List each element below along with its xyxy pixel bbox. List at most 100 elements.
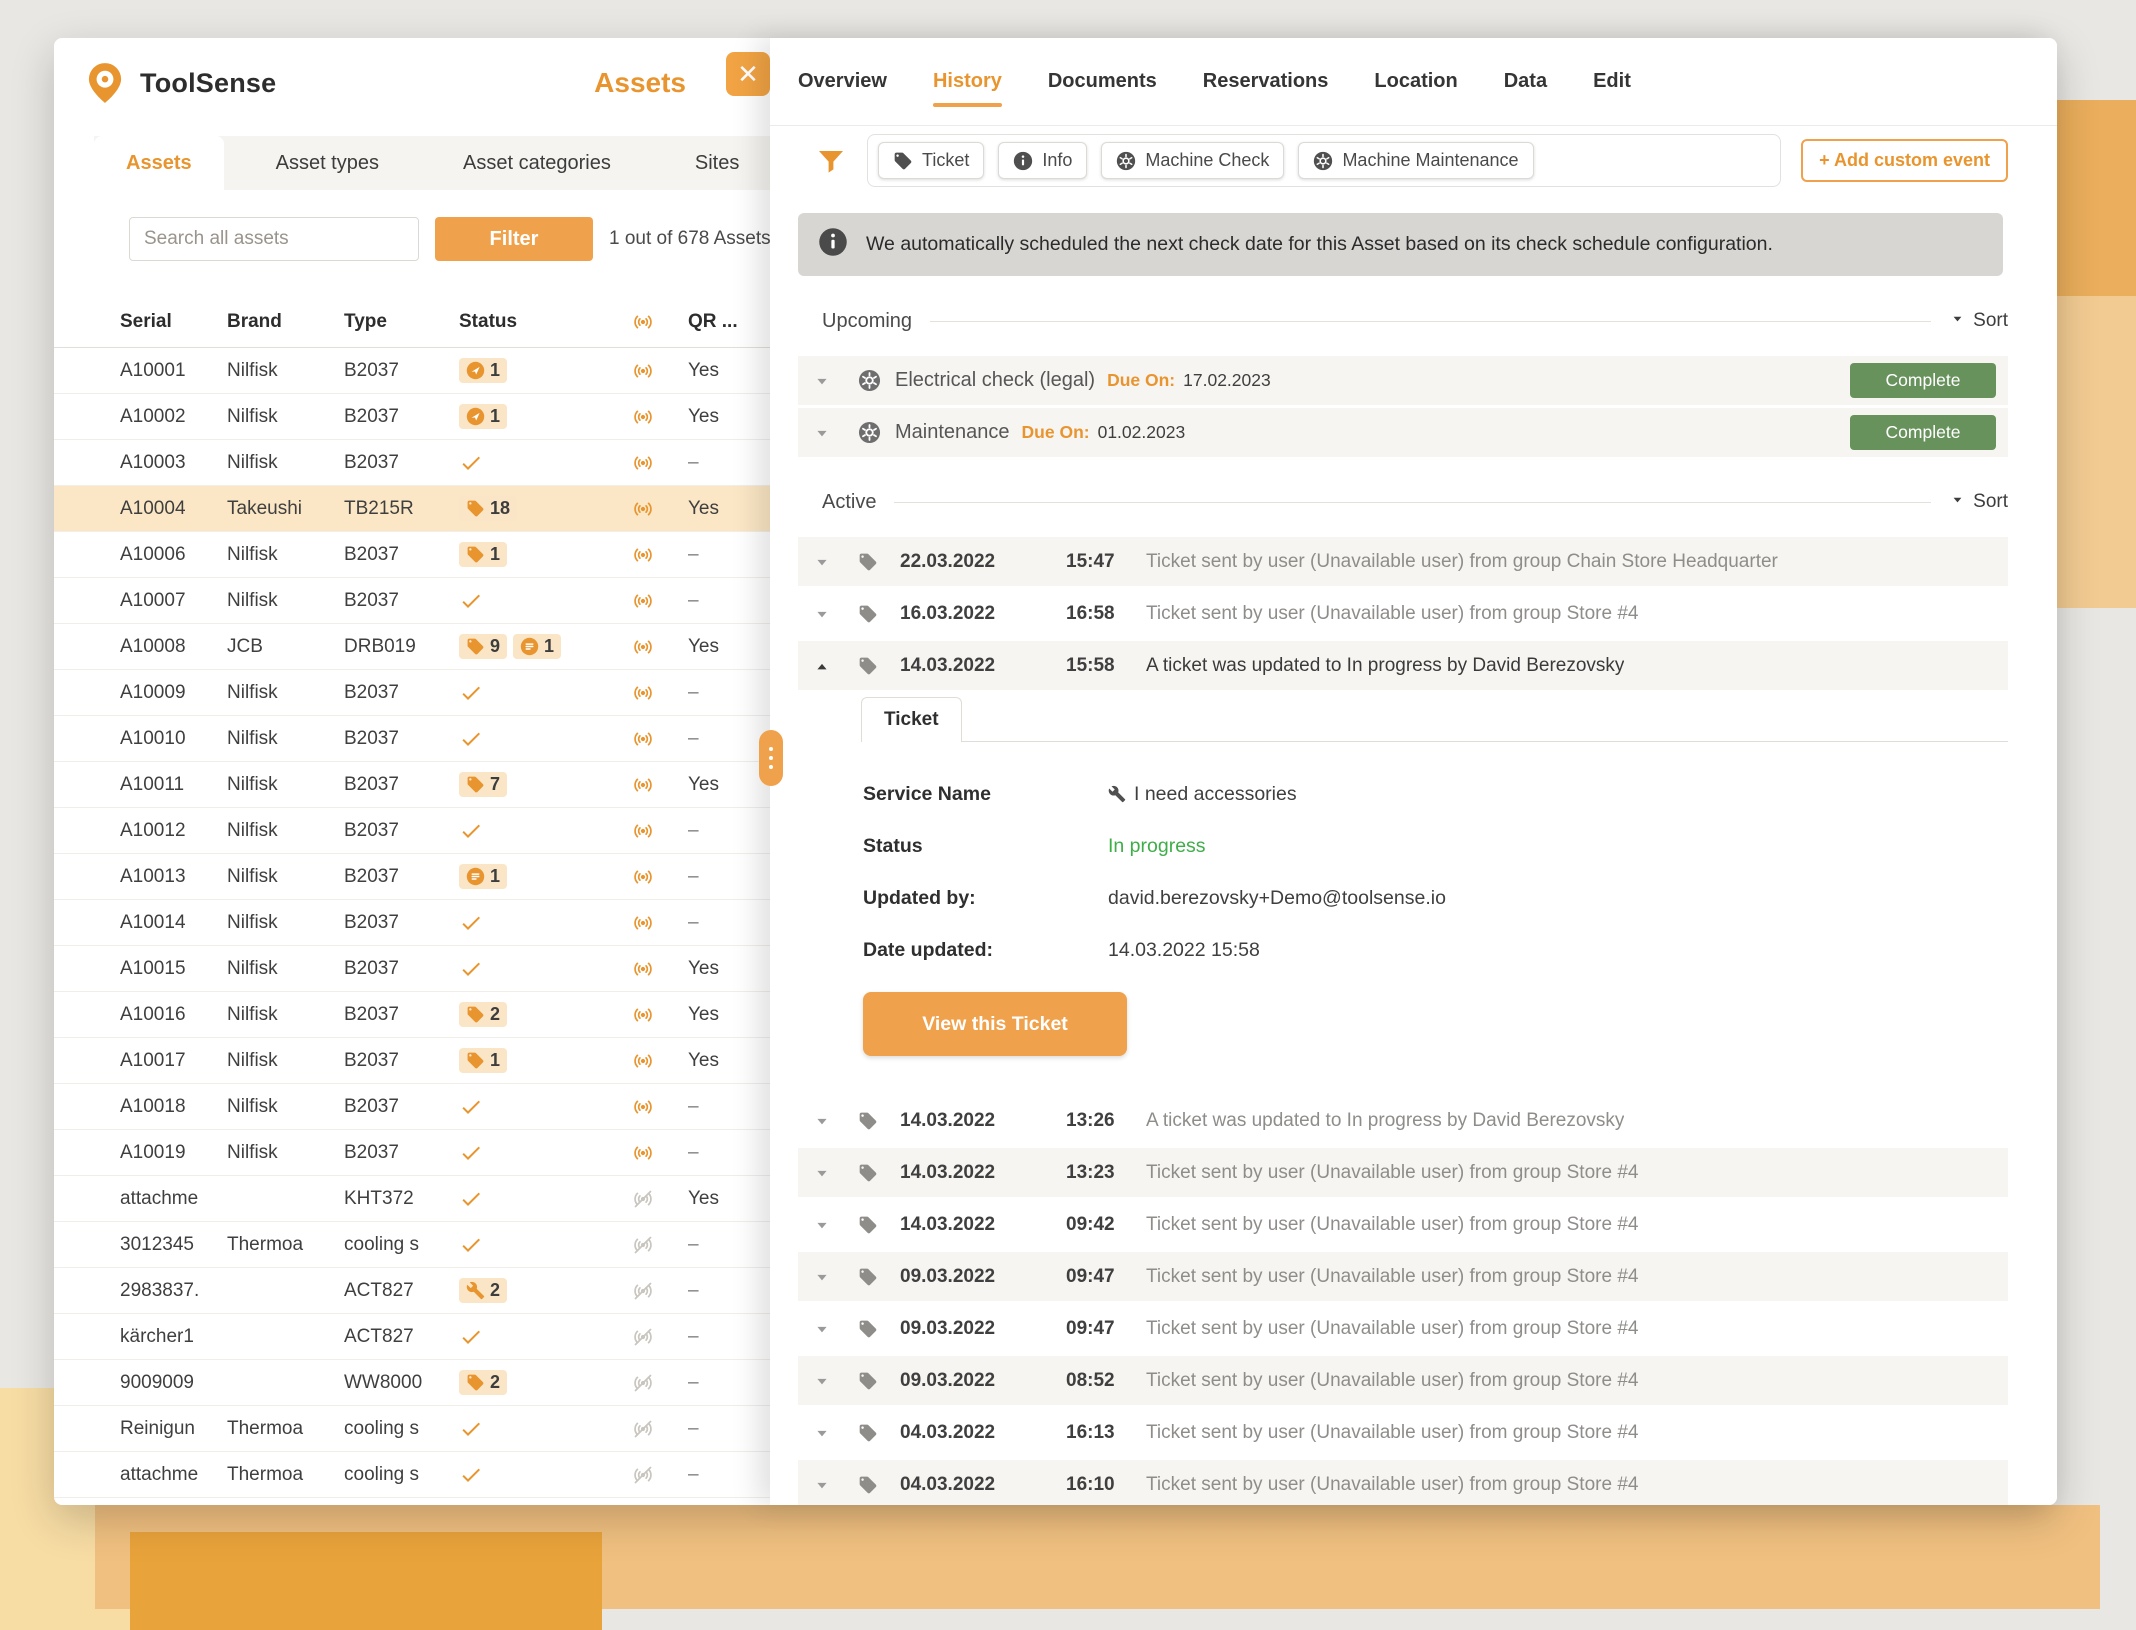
chevron-down-icon[interactable] [812,1215,832,1235]
event-time: 09:47 [1066,1317,1115,1339]
asset-table-row[interactable]: A10004 Takeushi TB215R 18 Yes [54,486,770,532]
asset-brand: Nilfisk [227,727,278,749]
asset-table-row[interactable]: A10009 Nilfisk B2037 – [54,670,770,716]
tag-icon [466,499,485,518]
tag-icon [858,1371,878,1391]
asset-table-row[interactable]: A10008 JCB DRB019 9 1 Yes [54,624,770,670]
chevron-down-icon[interactable] [812,423,832,443]
asset-table-row[interactable]: A10002 Nilfisk B2037 1 Yes [54,394,770,440]
asset-table-row[interactable]: A10017 Nilfisk B2037 1 Yes [54,1038,770,1084]
event-text: Ticket sent by user (Unavailable user) f… [1146,1317,1639,1339]
upcoming-sort-button[interactable]: Sort [1949,310,2008,333]
view-ticket-button[interactable]: View this Ticket [863,992,1127,1056]
chevron-down-icon[interactable] [812,1371,832,1391]
asset-table-row[interactable]: A10014 Nilfisk B2037 – [54,900,770,946]
history-event-row[interactable]: 14.03.2022 09:42 Ticket sent by user (Unav… [798,1200,2008,1249]
add-custom-event-button[interactable]: + Add custom event [1801,139,2008,182]
tag-icon [466,545,485,564]
chevron-down-icon[interactable] [812,1319,832,1339]
detail-tab-overview[interactable]: Overview [798,70,887,92]
history-event-row[interactable]: 04.03.2022 16:13 Ticket sent by user (Unav… [798,1408,2008,1457]
chevron-down-icon[interactable] [812,1267,832,1287]
filter-chip-info[interactable]: Info [998,142,1088,179]
ticket-field-label: Updated by: [863,886,976,909]
search-input[interactable] [129,217,419,261]
asset-status [459,1141,609,1165]
history-event-row[interactable]: 14.03.2022 13:23 Ticket sent by user (Unav… [798,1148,2008,1197]
history-event-row[interactable]: 16.03.2022 16:58 Ticket sent by user (Unav… [798,589,2008,638]
asset-table-row[interactable]: A10003 Nilfisk B2037 – [54,440,770,486]
history-event-row[interactable]: 22.03.2022 15:47 Ticket sent by user (Unav… [798,537,2008,586]
asset-status [459,957,609,981]
detail-tab-edit[interactable]: Edit [1593,70,1631,92]
asset-table-row[interactable]: A10006 Nilfisk B2037 1 – [54,532,770,578]
history-event-row[interactable]: 09.03.2022 09:47 Ticket sent by user (Unav… [798,1252,2008,1301]
asset-type: cooling s [344,1417,419,1439]
asset-tab-sites[interactable]: Sites [694,151,740,174]
complete-button[interactable]: Complete [1850,415,1996,450]
history-event-row[interactable]: 09.03.2022 09:47 Ticket sent by user (Unav… [798,1304,2008,1353]
chevron-down-icon[interactable] [812,1111,832,1131]
history-event-row[interactable]: 14.03.2022 15:58 A ticket was updated to I… [798,641,2008,690]
active-sort-button[interactable]: Sort [1949,491,2008,514]
asset-qr: – [688,589,699,611]
asset-table-row[interactable]: attachme Thermoa cooling s – [54,1452,770,1498]
event-date: 14.03.2022 [900,1213,996,1235]
chevron-down-icon[interactable] [812,552,832,572]
asset-table-row[interactable]: kärcher1 ACT827 – [54,1314,770,1360]
detail-tab-location[interactable]: Location [1374,70,1458,92]
chevron-down-icon[interactable] [812,1163,832,1183]
upcoming-check-row[interactable]: Electrical check (legal) Due On: 17.02.202… [798,356,2008,405]
check-icon [459,1233,483,1257]
asset-table-row[interactable]: A10018 Nilfisk B2037 – [54,1084,770,1130]
signal-on-icon [609,1049,688,1073]
close-panel-button[interactable]: ✕ [726,52,770,96]
asset-tab-asset-categories[interactable]: Asset categories [463,151,611,174]
check-icon [459,911,483,935]
asset-table-row[interactable]: 9009009 WW8000 2 – [54,1360,770,1406]
detail-tab-history[interactable]: History [932,38,1002,125]
asset-table-row[interactable]: A10010 Nilfisk B2037 – [54,716,770,762]
asset-table-row[interactable]: A10001 Nilfisk B2037 1 Yes [54,348,770,394]
chevron-down-icon[interactable] [812,604,832,624]
asset-table-row[interactable]: A10016 Nilfisk B2037 2 Yes [54,992,770,1038]
filter-chip-machine-maintenance[interactable]: Machine Maintenance [1298,142,1534,179]
asset-table-row[interactable]: A10012 Nilfisk B2037 – [54,808,770,854]
asset-tab-assets[interactable]: Assets [94,136,224,190]
history-event-row[interactable]: 14.03.2022 13:26 A ticket was updated to I… [798,1096,2008,1145]
chevron-up-icon[interactable] [812,656,832,676]
asset-table-row[interactable]: Reinigun Thermoa cooling s – [54,1406,770,1452]
asset-table-row[interactable]: 2983837. ACT827 2 – [54,1268,770,1314]
complete-button[interactable]: Complete [1850,363,1996,398]
event-time: 13:26 [1066,1109,1115,1131]
filter-funnel-icon[interactable] [815,145,847,177]
active-section-title: Active [822,490,877,513]
asset-tab-asset-types[interactable]: Asset types [275,151,379,174]
detail-tab-data[interactable]: Data [1503,70,1548,92]
status-badge: 1 [459,358,508,383]
asset-table-row[interactable]: attachme KHT372 Yes [54,1176,770,1222]
history-event-row[interactable]: 04.03.2022 16:10 Ticket sent by user (Unav… [798,1460,2008,1505]
upcoming-check-row[interactable]: Maintenance Due On: 01.02.2023 Complete [798,408,2008,457]
detail-tab-documents[interactable]: Documents [1047,70,1157,92]
asset-table-row[interactable]: A10019 Nilfisk B2037 – [54,1130,770,1176]
asset-serial: A10016 [120,1003,186,1025]
detail-tab-reservations[interactable]: Reservations [1202,70,1329,92]
asset-status [459,451,609,475]
event-time: 15:58 [1066,654,1115,676]
drawer-handle[interactable] [759,730,783,786]
chevron-down-icon[interactable] [812,371,832,391]
asset-table-row[interactable]: A10007 Nilfisk B2037 – [54,578,770,624]
history-event-row[interactable]: 09.03.2022 08:52 Ticket sent by user (Unav… [798,1356,2008,1405]
chevron-down-icon[interactable] [812,1423,832,1443]
asset-table-row[interactable]: A10011 Nilfisk B2037 7 Yes [54,762,770,808]
filter-chip-machine-check[interactable]: Machine Check [1101,142,1285,179]
tag-icon [858,1319,878,1339]
asset-table-row[interactable]: A10013 Nilfisk B2037 1 – [54,854,770,900]
asset-table-row[interactable]: 3012345 Thermoa cooling s – [54,1222,770,1268]
filter-button[interactable]: Filter [435,217,593,261]
asset-table-row[interactable]: A10015 Nilfisk B2037 Yes [54,946,770,992]
event-date: 16.03.2022 [900,602,996,624]
chevron-down-icon[interactable] [812,1475,832,1495]
filter-chip-ticket[interactable]: Ticket [878,142,985,179]
